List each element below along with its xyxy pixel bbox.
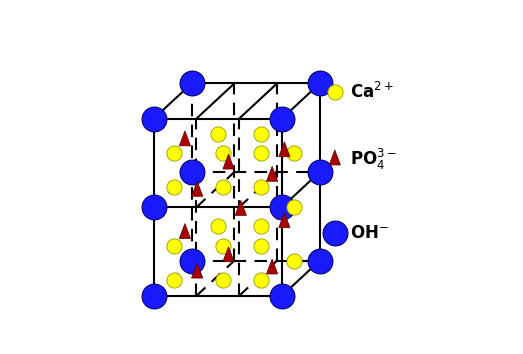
Point <box>316 169 324 175</box>
Point <box>219 150 228 156</box>
Point <box>188 81 196 86</box>
Point <box>316 81 324 86</box>
Point <box>290 258 298 263</box>
Point <box>331 89 339 95</box>
Point <box>188 169 196 175</box>
Point <box>257 224 265 229</box>
Point <box>213 224 222 229</box>
Polygon shape <box>267 259 278 274</box>
Point <box>278 293 286 299</box>
Point <box>150 293 158 299</box>
Point <box>219 243 228 249</box>
Point <box>170 184 178 190</box>
Point <box>170 243 178 249</box>
Point <box>188 258 196 263</box>
Point <box>257 277 265 282</box>
Point <box>278 116 286 122</box>
Point <box>278 205 286 210</box>
Point <box>290 205 298 210</box>
Point <box>257 150 265 156</box>
Point <box>219 277 228 282</box>
Polygon shape <box>223 154 234 169</box>
Polygon shape <box>179 223 190 239</box>
Polygon shape <box>179 131 190 146</box>
Polygon shape <box>191 181 203 196</box>
Polygon shape <box>235 200 246 215</box>
Point <box>257 184 265 190</box>
Polygon shape <box>191 263 203 278</box>
Polygon shape <box>279 213 290 228</box>
Point <box>257 243 265 249</box>
Text: PO$_4^{3-}$: PO$_4^{3-}$ <box>350 147 396 172</box>
Point <box>213 131 222 137</box>
Point <box>150 116 158 122</box>
Point <box>170 150 178 156</box>
Text: Ca$^{2+}$: Ca$^{2+}$ <box>350 81 394 102</box>
Polygon shape <box>279 142 290 157</box>
Point <box>290 150 298 156</box>
Point <box>170 277 178 282</box>
Point <box>150 205 158 210</box>
Point <box>257 131 265 137</box>
Polygon shape <box>267 166 278 181</box>
Point <box>331 230 339 236</box>
Point <box>219 184 228 190</box>
Polygon shape <box>223 247 234 262</box>
Point <box>316 258 324 263</box>
Polygon shape <box>329 150 340 165</box>
Text: OH$^{-}$: OH$^{-}$ <box>350 224 389 242</box>
